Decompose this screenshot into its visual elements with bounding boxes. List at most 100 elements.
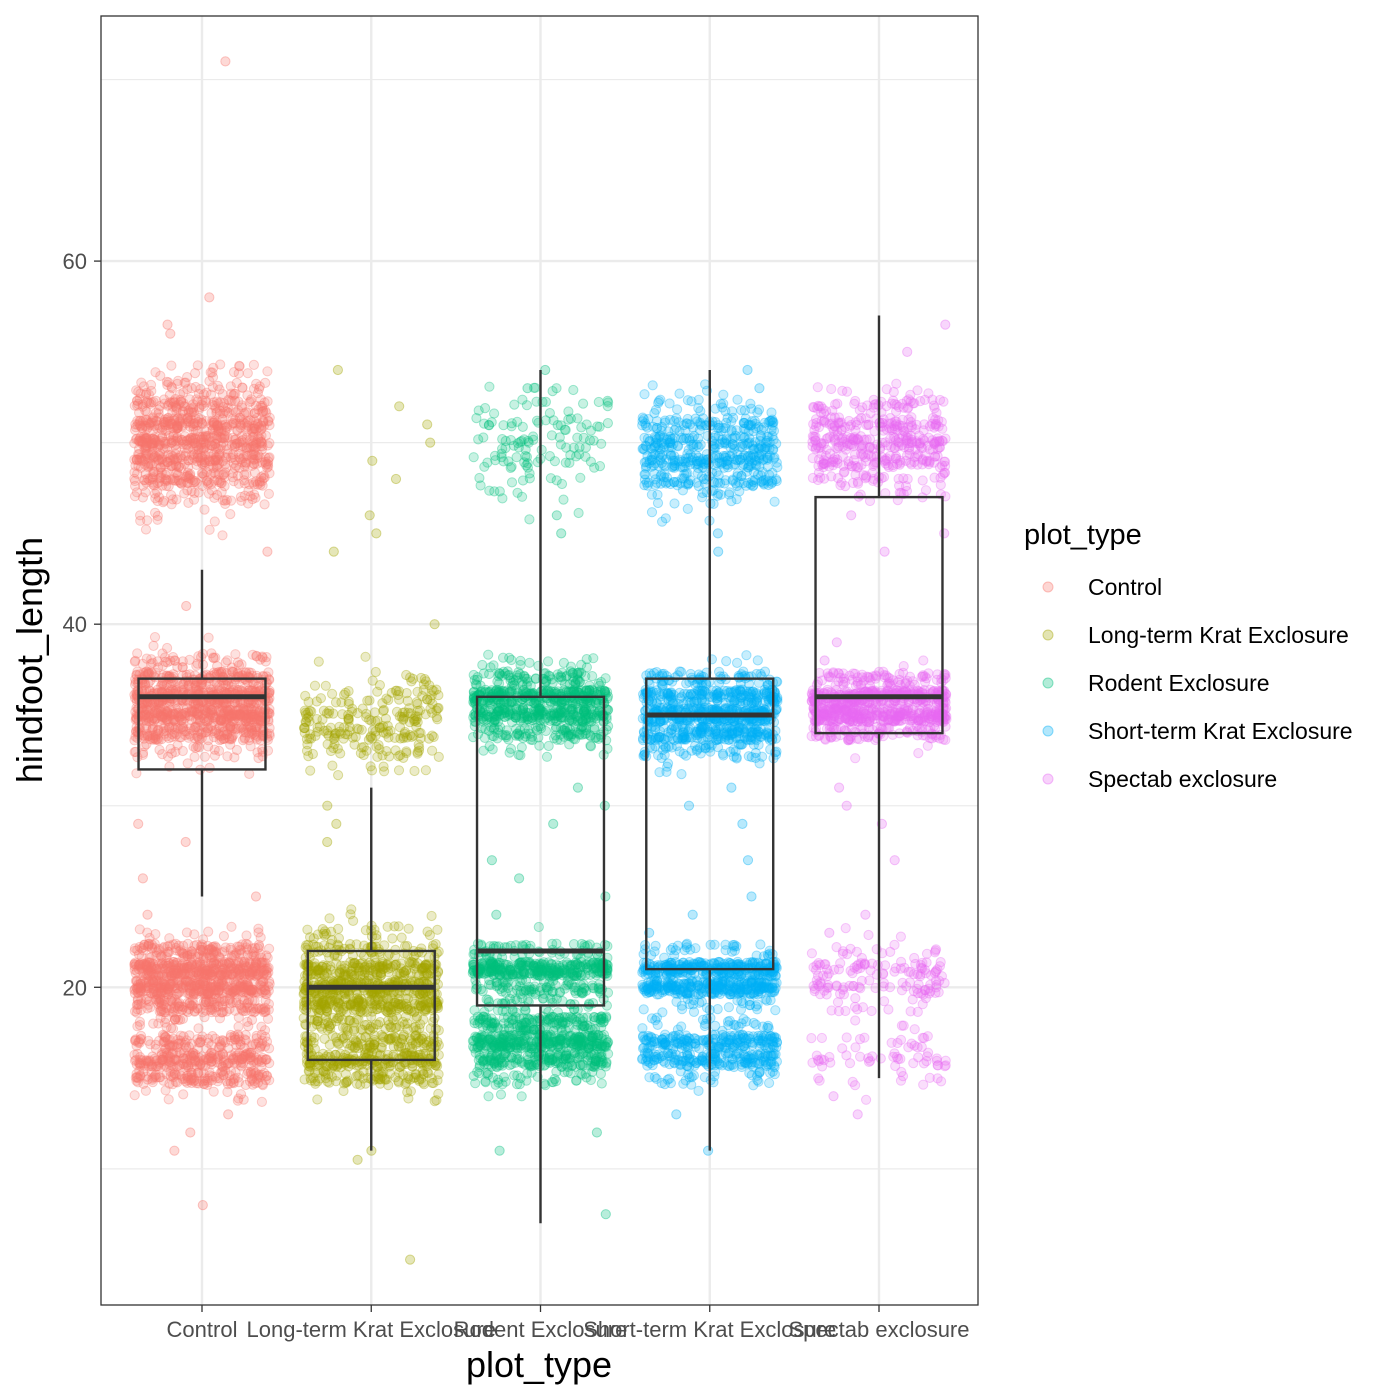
data-point (517, 394, 528, 405)
data-point (144, 397, 155, 408)
data-point (324, 998, 335, 1010)
data-point (161, 480, 172, 492)
data-point (373, 740, 384, 751)
data-point (171, 406, 182, 417)
data-point (164, 416, 175, 427)
data-point (503, 456, 514, 467)
data-point (389, 997, 400, 1008)
data-point (187, 418, 198, 429)
data-point (131, 433, 142, 444)
data-point (180, 377, 191, 388)
data-point (203, 632, 214, 643)
data-point (185, 473, 196, 484)
data-point (166, 435, 177, 446)
data-point (149, 488, 161, 499)
data-point (191, 707, 202, 718)
data-point (400, 1011, 411, 1022)
data-point (258, 473, 269, 484)
data-point (185, 434, 196, 445)
data-point (585, 456, 597, 467)
data-point (214, 405, 225, 416)
data-point (241, 667, 252, 678)
data-point (303, 999, 315, 1010)
data-point (183, 443, 194, 454)
data-point (136, 453, 147, 464)
data-point (241, 938, 252, 950)
data-point (163, 983, 174, 994)
data-point (211, 461, 222, 472)
data-point (142, 422, 153, 433)
data-point (133, 398, 144, 409)
data-point (165, 455, 176, 466)
data-point (393, 921, 404, 932)
data-point (171, 423, 182, 434)
data-point (264, 943, 275, 954)
data-point (198, 978, 209, 989)
data-point (147, 657, 158, 669)
data-point (365, 731, 377, 742)
data-point (262, 462, 273, 473)
data-point (161, 1013, 172, 1025)
data-point (237, 382, 248, 393)
data-point (259, 499, 270, 510)
data-point (158, 497, 169, 508)
data-point (148, 983, 159, 995)
data-point (171, 460, 182, 471)
data-point (367, 455, 378, 466)
data-point (214, 384, 225, 395)
data-point (366, 988, 378, 999)
data-point (216, 1041, 227, 1052)
data-point (167, 451, 178, 462)
data-point (422, 419, 433, 430)
data-point (221, 452, 232, 463)
data-point (221, 406, 232, 417)
data-point (247, 460, 258, 471)
data-point (300, 959, 311, 970)
data-point (237, 724, 248, 736)
data-point (513, 442, 524, 453)
data-point (221, 494, 232, 505)
data-point (196, 452, 208, 463)
data-point (186, 383, 197, 394)
data-point (184, 421, 196, 432)
data-point (207, 424, 218, 435)
data-point (217, 530, 228, 541)
data-point (394, 401, 405, 412)
data-point (181, 927, 192, 938)
data-point (162, 400, 173, 411)
data-point (227, 417, 238, 429)
data-point (372, 686, 383, 697)
data-point (178, 716, 189, 728)
data-point (332, 743, 343, 754)
data-point (141, 709, 152, 721)
data-point (326, 926, 337, 937)
data-point (214, 1013, 226, 1024)
data-point (173, 976, 184, 988)
data-point (206, 1047, 217, 1058)
data-point (362, 975, 373, 986)
data-point (593, 396, 604, 408)
data-point (299, 1074, 310, 1085)
data-point (484, 485, 495, 496)
data-point (187, 435, 198, 446)
data-point (303, 1066, 314, 1077)
data-point (256, 957, 267, 968)
data-point (155, 950, 166, 961)
data-point (578, 432, 589, 443)
data-point (365, 761, 376, 772)
data-point (509, 399, 520, 410)
data-point (262, 440, 273, 451)
data-point (213, 458, 225, 470)
data-point (161, 376, 172, 387)
data-point (345, 944, 356, 955)
data-point (188, 477, 199, 488)
data-point (137, 492, 148, 503)
data-point (572, 413, 583, 424)
data-point (192, 452, 204, 463)
data-point (129, 1090, 140, 1101)
data-point (195, 455, 206, 466)
data-point (217, 414, 228, 425)
data-point (384, 751, 395, 762)
data-point (197, 1200, 208, 1211)
